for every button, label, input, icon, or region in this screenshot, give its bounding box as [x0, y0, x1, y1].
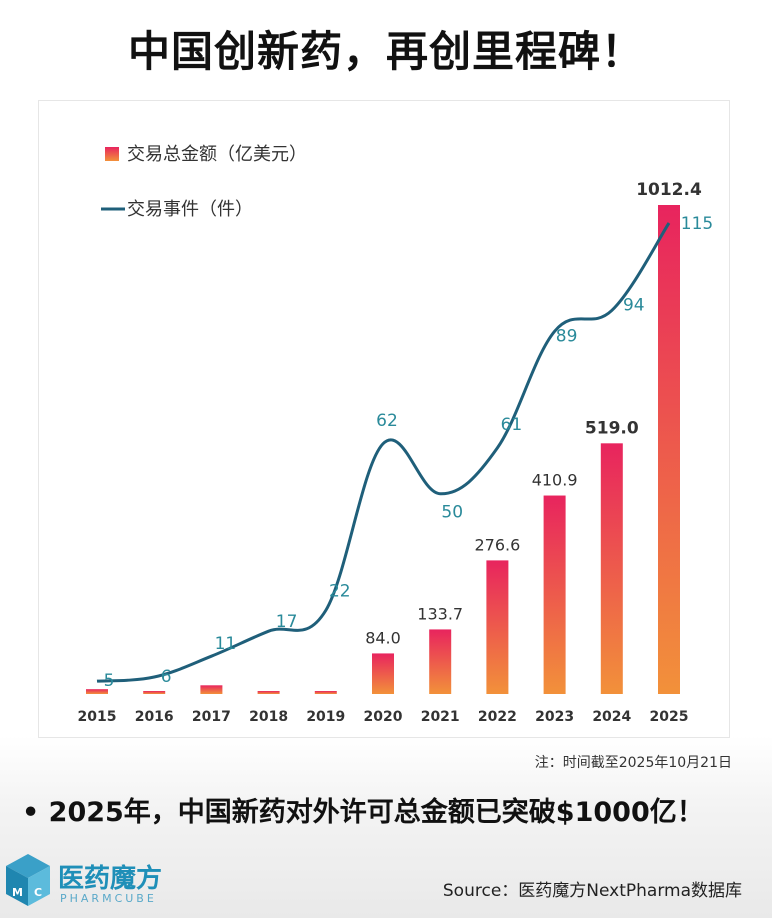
- bar-value-label-2021: 133.7: [417, 604, 463, 623]
- bar-2015: [86, 689, 108, 694]
- bar-2022: [486, 560, 509, 694]
- bar-value-label-2025: 1012.4: [636, 180, 702, 200]
- line-value-label-2022: 61: [501, 415, 523, 435]
- bar-2025: [658, 205, 680, 694]
- bar-value-label-2023: 410.9: [532, 471, 578, 490]
- x-tick-label-2019: 2019: [306, 709, 345, 725]
- line-value-label-2015: 5: [104, 671, 115, 691]
- line-value-label-2016: 6: [161, 667, 172, 687]
- logo-name: 医药魔方: [58, 864, 163, 894]
- x-tick-label-2025: 2025: [650, 709, 689, 725]
- deal-count-line: [96, 222, 671, 683]
- bar-value-label-2022: 276.6: [474, 535, 520, 554]
- pharmcube-cube-logo-icon: M C: [6, 854, 50, 906]
- logo-subtitle: PHARMCUBE: [60, 892, 157, 905]
- bar-2021: [429, 629, 452, 694]
- x-tick-label-2021: 2021: [421, 709, 460, 725]
- bar-value-label-2024: 519.0: [585, 418, 639, 438]
- bar-series: [86, 205, 680, 694]
- bar-2020: [372, 653, 394, 694]
- bar-2019: [314, 691, 337, 694]
- x-axis-tick-labels: 2015 2016 2017 2018 2019 2020 2021 2022 2023 2024…: [78, 709, 689, 725]
- bar-value-labels: 84.0 133.7 276.6 410.9 519.0 1012.4: [365, 180, 702, 647]
- x-tick-label-2020: 2020: [364, 709, 403, 725]
- page-title: 中国创新药，再创里程碑！: [127, 27, 644, 76]
- source-credit: Source：医药魔方NextPharma数据库: [442, 881, 742, 901]
- bar-value-label-2020: 84.0: [365, 628, 401, 647]
- line-value-label-2017: 11: [215, 634, 237, 654]
- x-tick-label-2022: 2022: [478, 709, 517, 725]
- bar-2018: [257, 691, 280, 694]
- svg-text:M: M: [12, 886, 23, 899]
- x-tick-label-2017: 2017: [192, 709, 231, 725]
- line-value-label-2019: 22: [329, 581, 351, 601]
- x-tick-label-2015: 2015: [78, 709, 117, 725]
- bar-2023: [543, 495, 566, 694]
- x-tick-label-2018: 2018: [249, 709, 288, 725]
- x-tick-label-2024: 2024: [592, 709, 631, 725]
- pharmcube-logo: M C 医药魔方 PHARMCUBE: [4, 852, 204, 914]
- date-note: 注：时间截至2025年10月21日: [534, 755, 732, 771]
- x-tick-label-2023: 2023: [535, 709, 574, 725]
- bar-2016: [143, 691, 166, 694]
- line-value-label-2023: 89: [556, 326, 578, 346]
- chart: 交易总金额（亿美元） 交易事件（件） 84.0133.7276.6410.951…: [78, 144, 714, 725]
- legend-line-label: 交易事件（件）: [127, 199, 253, 220]
- legend-bar-label: 交易总金额（亿美元）: [127, 144, 307, 165]
- bar-2017: [200, 685, 223, 694]
- line-value-label-2024: 94: [623, 295, 645, 315]
- headline-statement: • 2025年，中国新药对外许可总金额已突破$1000亿！: [22, 797, 704, 828]
- chart-panel: 交易总金额（亿美元） 交易事件（件） 84.0 133.7 276.6 410.9 51…: [38, 100, 730, 738]
- line-value-label-2025: 115: [681, 214, 713, 234]
- svg-text:C: C: [34, 886, 42, 899]
- line-value-label-2020: 62: [376, 411, 398, 431]
- line-value-label-2018: 17: [276, 612, 298, 632]
- line-value-label-2021: 50: [441, 503, 463, 523]
- x-tick-label-2016: 2016: [135, 709, 174, 725]
- line-value-labels: 5 6 11 17 22 62 50 61 89 94 115: [104, 214, 714, 691]
- legend-bar-swatch: [105, 147, 119, 161]
- bar-2024: [600, 443, 623, 694]
- bottom-band: [0, 736, 772, 918]
